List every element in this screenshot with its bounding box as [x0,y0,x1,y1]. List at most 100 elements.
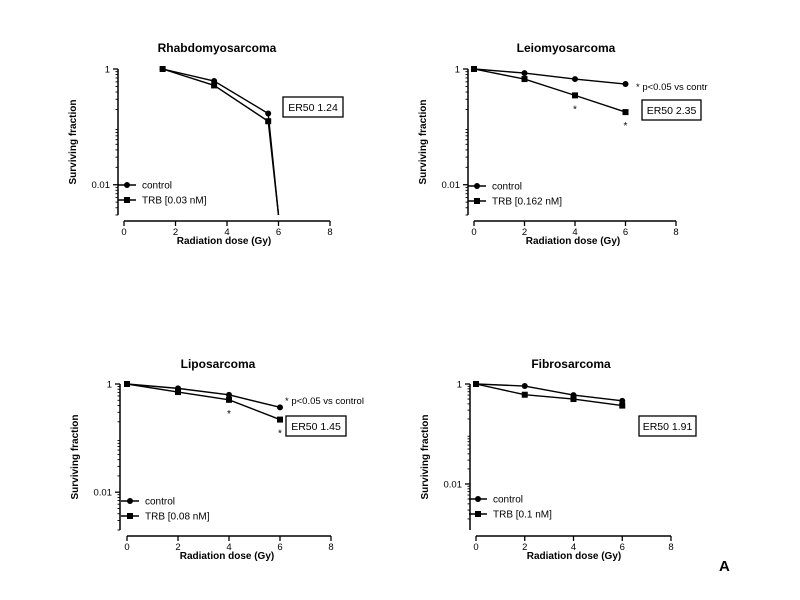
significance-star: * [278,429,282,440]
er50-box [641,99,702,121]
legend-marker-circle [474,183,480,189]
data-point-trb [570,396,577,403]
legend-marker-square [474,198,480,204]
series-line-control [473,68,626,85]
x-tick-label: 8 [328,542,333,553]
x-axis-label: Radiation dose (Gy) [527,551,621,562]
x-tick-label: 6 [276,227,281,238]
x-tick-label: 4 [571,542,576,553]
series-line-trb [162,68,280,216]
legend-marker-circle [475,496,481,502]
x-tick-label: 4 [572,227,577,238]
legend-marker-circle [124,182,130,188]
data-point-control [521,70,528,77]
significance-footnote: * p<0.05 vs contr [636,82,708,93]
panel-label: A [719,558,730,575]
data-point-control [226,391,232,398]
er50-label: ER50 1.45 [291,421,341,433]
x-tick-label: 0 [471,227,476,238]
y-axis-label: Surviving fraction [68,99,79,184]
legend-label: control [493,495,523,506]
data-point-control [572,76,578,83]
y-tick-label: 0.01 [444,479,463,490]
y-tick-label: 1 [457,380,462,391]
legend-label: control [492,182,522,193]
series-line-control [475,383,623,402]
series-line-control [126,383,281,409]
significance-star: * [573,104,577,115]
legend-label: TRB [0.03 nM] [142,196,207,207]
er50-label: ER50 1.91 [643,421,693,433]
data-point-trb [159,66,166,72]
chart-title: Leiomyosarcoma [517,41,616,55]
data-point-trb [619,402,626,409]
x-tick-label: 6 [623,227,628,238]
significance-footnote: * p<0.05 vs control [285,396,364,407]
chart-title: Fibrosarcoma [531,357,611,371]
data-point-trb [622,109,629,116]
chart-panel-4: Fibrosarcoma 1 0.01 0 2 4 6 8 Radiation dose (Gy… [420,357,697,562]
data-point-control [619,397,626,404]
data-point-trb [572,92,578,99]
legend-marker-square [124,197,130,203]
chart-panel-3: Liposarcoma 1 0.01 0 2 4 6 8 Radiation dose (Gy)… [70,357,364,562]
y-axis-label: Surviving fraction [418,99,429,184]
series-line-trb [473,68,626,113]
x-tick-label: 0 [121,227,126,238]
x-tick-label: 8 [327,227,332,238]
data-point-trb [521,76,528,83]
x-tick-label: 0 [124,542,129,553]
y-tick-label: 0.01 [92,180,111,191]
y-tick-label: 0.01 [442,180,461,191]
data-point-control [277,404,283,411]
y-tick-label: 1 [455,65,460,76]
x-tick-label: 4 [224,227,229,238]
data-point-control [521,383,528,390]
y-tick-label: 1 [105,65,110,76]
er50-label: ER50 1.24 [288,102,338,114]
series-line-trb [475,383,623,407]
x-tick-label: 0 [473,542,478,553]
chart-panel-1: Rhabdomyosarcoma 1 0.01 0 2 4 6 8 Radiation dose… [68,41,344,247]
series-line-trb [126,383,281,421]
data-point-trb [521,391,528,398]
legend-marker-square [475,511,481,517]
legend-label: TRB [0.08 nM] [145,512,210,523]
data-point-control [265,110,272,117]
x-tick-label: 6 [277,542,282,553]
x-tick-label: 4 [226,542,231,553]
chart-title: Rhabdomyosarcoma [158,41,277,55]
significance-star: * [227,409,231,420]
y-tick-label: 1 [107,380,112,391]
y-axis-label: Surviving fraction [70,414,81,499]
data-point-trb [175,389,181,396]
x-axis-label: Radiation dose (Gy) [180,551,274,562]
x-tick-label: 8 [668,542,673,553]
er50-label: ER50 2.35 [647,105,697,117]
data-point-trb [124,381,130,387]
legend-label: TRB [0.1 nM] [493,510,552,521]
data-point-trb [277,416,283,423]
data-point-control [622,81,629,88]
er50-box [285,415,347,437]
er50-box [638,415,697,437]
data-point-trb [265,118,272,125]
x-axis-label: Radiation dose (Gy) [526,236,620,247]
x-tick-label: 6 [620,542,625,553]
data-point-trb [471,66,477,72]
er50-box [282,96,344,118]
legend-marker-circle [127,498,133,504]
legend-label: TRB [0.162 nM] [492,197,562,208]
chart-panel-2: Leiomyosarcoma 1 0.01 0 2 4 6 8 Radiation dose (… [418,41,708,247]
legend-label: control [142,181,172,192]
y-axis-label: Surviving fraction [420,414,431,499]
data-point-trb [211,82,218,89]
legend-label: control [145,497,175,508]
significance-star: * [624,121,628,132]
x-tick-label: 2 [175,542,180,553]
legend-marker-square [127,513,133,519]
x-tick-label: 8 [673,227,678,238]
x-tick-label: 2 [522,542,527,553]
x-tick-label: 2 [173,227,178,238]
